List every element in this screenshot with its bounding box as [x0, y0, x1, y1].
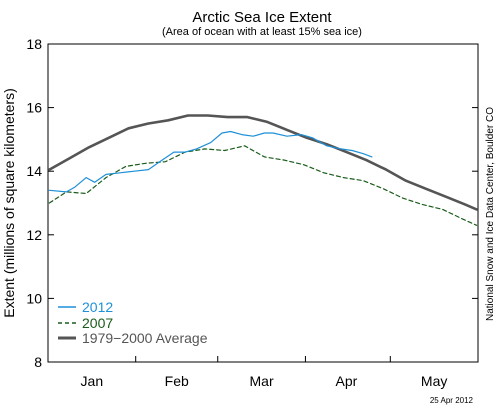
series-line-2007 — [48, 145, 478, 226]
y-tick-label: 12 — [26, 227, 42, 243]
y-axis-label: Extent (millions of square kilometers) — [1, 88, 17, 318]
x-month-label: Jan — [81, 373, 104, 389]
x-month-label: Mar — [250, 373, 274, 389]
x-axis-labels: Jan Feb Mar Apr May — [81, 356, 447, 389]
plot-frame — [47, 43, 479, 363]
y-tick-label: 18 — [26, 36, 42, 52]
credit-text: National Snow and Ice Data Center, Bould… — [485, 107, 496, 321]
x-month-label: May — [421, 373, 447, 389]
legend: 2012 2007 1979−2000 Average — [58, 299, 208, 346]
x-month-label: Apr — [336, 373, 358, 389]
chart-subtitle: (Area of ocean with at least 15% sea ice… — [162, 26, 362, 38]
y-tick-label: 8 — [34, 354, 42, 370]
y-tick-label: 16 — [26, 100, 42, 116]
legend-label-2007: 2007 — [82, 315, 113, 331]
y-tick-label: 10 — [26, 290, 42, 306]
date-stamp: 25 Apr 2012 — [430, 396, 474, 405]
y-axis-ticks: 8 10 12 14 16 18 — [26, 36, 478, 370]
legend-label-2012: 2012 — [82, 299, 113, 315]
series-lines — [48, 114, 478, 226]
series-line-2012 — [48, 130, 373, 193]
chart-title: Arctic Sea Ice Extent — [192, 9, 332, 26]
y-tick-label: 14 — [26, 163, 42, 179]
x-month-label: Feb — [165, 373, 189, 389]
legend-label-average: 1979−2000 Average — [82, 330, 208, 346]
series-line-average — [48, 114, 478, 211]
